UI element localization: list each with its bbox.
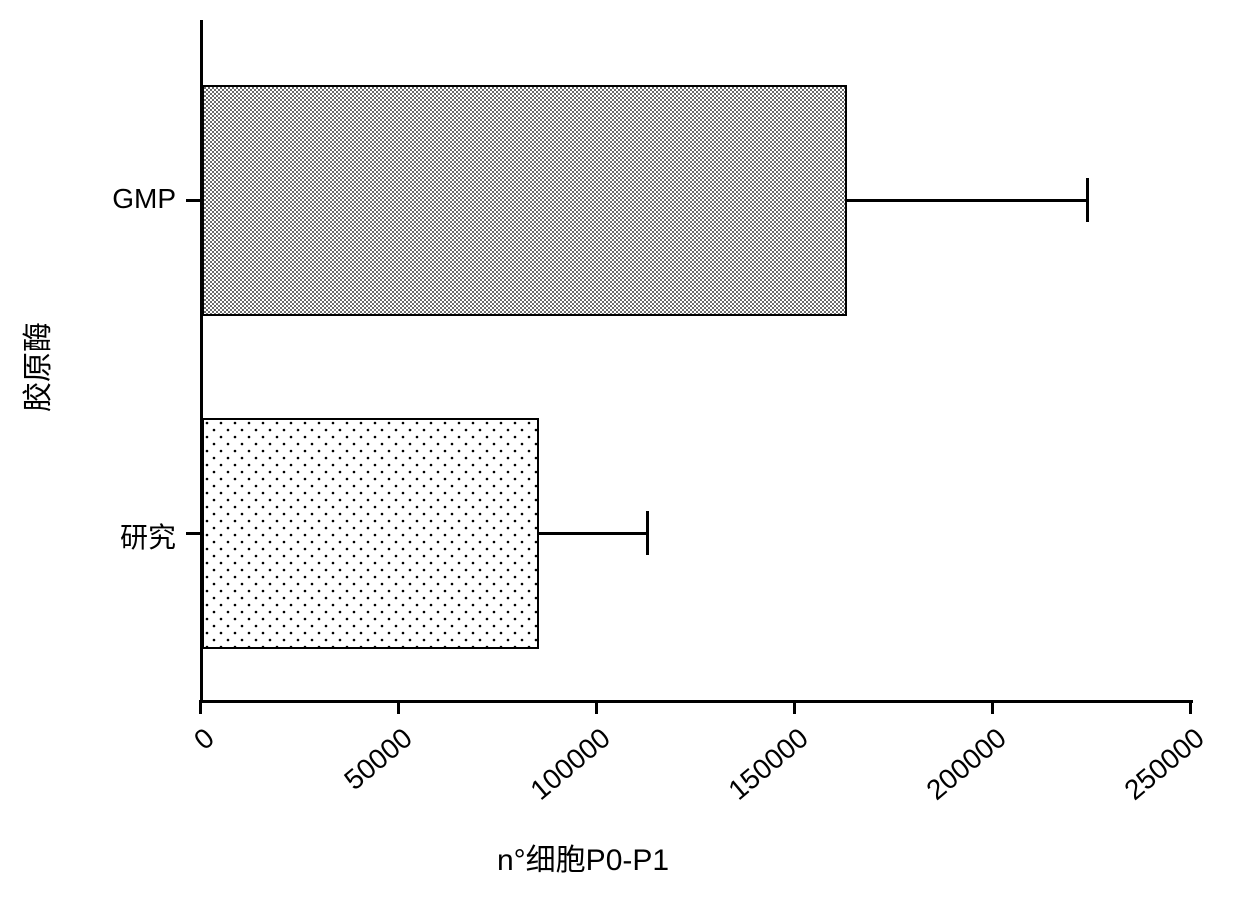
x-tick bbox=[397, 700, 400, 714]
x-tick bbox=[199, 700, 202, 714]
x-tick bbox=[595, 700, 598, 714]
bar-chart: 胶原酶 n°细胞P0-P1 05000010000015000020000025… bbox=[0, 0, 1240, 897]
x-tick-label: 250000 bbox=[1037, 722, 1211, 875]
error-whisker bbox=[845, 199, 1087, 202]
y-tick-label: GMP bbox=[0, 183, 176, 215]
error-cap bbox=[1086, 178, 1089, 222]
x-tick bbox=[991, 700, 994, 714]
error-cap bbox=[646, 511, 649, 555]
x-tick-label: 0 bbox=[47, 722, 221, 875]
x-tick-label: 150000 bbox=[641, 722, 815, 875]
y-tick bbox=[186, 532, 200, 535]
error-whisker bbox=[537, 532, 648, 535]
y-tick-label: 研究 bbox=[0, 516, 176, 556]
y-tick bbox=[186, 199, 200, 202]
x-tick-label: 50000 bbox=[245, 722, 419, 875]
x-tick bbox=[793, 700, 796, 714]
y-axis-title: 胶原酶 bbox=[13, 317, 57, 417]
x-tick-label: 200000 bbox=[839, 722, 1013, 875]
x-axis-title: n°细胞P0-P1 bbox=[497, 835, 669, 879]
x-tick bbox=[1189, 700, 1192, 714]
bar-GMP bbox=[202, 85, 847, 316]
bar-研究 bbox=[202, 418, 539, 649]
